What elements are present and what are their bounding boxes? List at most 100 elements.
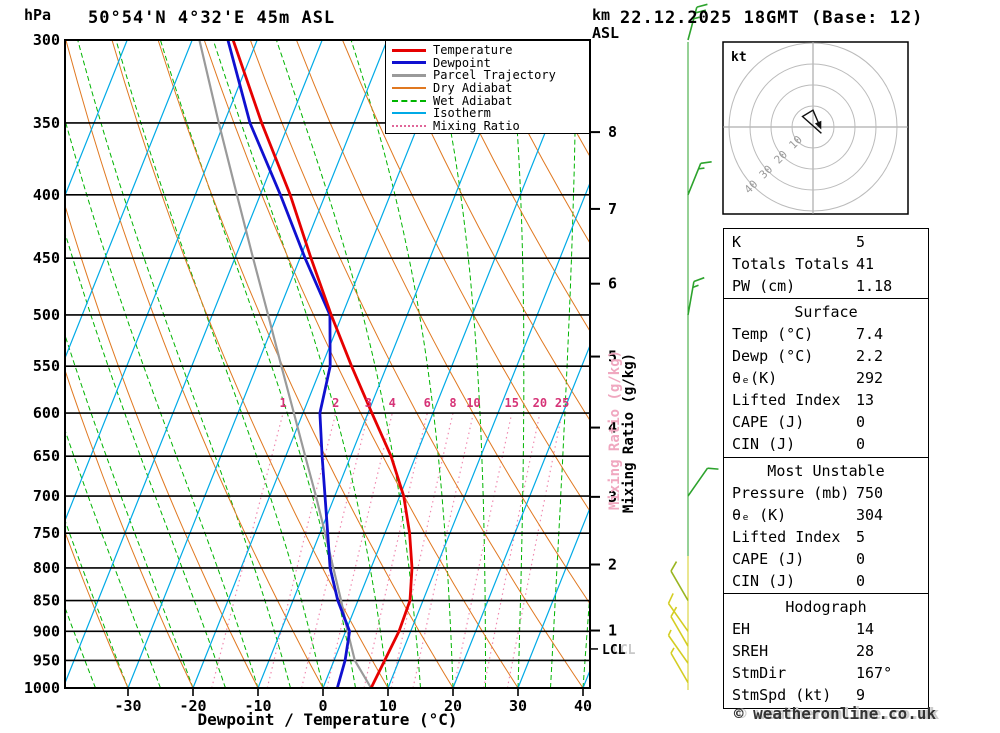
stat-label: Pressure (mb) [732, 483, 850, 502]
stat-row: CAPE (J) 0 [724, 548, 928, 570]
mixing-ratio-line [453, 412, 513, 688]
pressure-tick-label: 850 [33, 592, 60, 610]
wind-barb-tick [667, 593, 674, 604]
stat-value: 41 [856, 254, 875, 273]
stat-value: 7.4 [856, 325, 884, 343]
wind-barb-half-tick [692, 284, 699, 289]
stat-value: 2.2 [856, 347, 884, 365]
legend-swatch-solid [392, 73, 426, 77]
km-tick-label: 7 [608, 200, 617, 218]
stat-row: Dewp (°C) 2.2 [724, 345, 928, 367]
wind-barb-staff [670, 616, 689, 647]
stat-value: 292 [856, 369, 884, 387]
stat-row: Lifted Index 5 [724, 526, 928, 548]
mixing-ratio-value-label: 2 [332, 396, 339, 410]
pressure-tick-label: 500 [33, 306, 60, 324]
wind-barb [687, 3, 708, 41]
wind-barb-staff [687, 467, 709, 497]
legend-swatch-dotted [392, 124, 426, 127]
stat-value: 13 [856, 391, 875, 409]
pressure-tick-label: 700 [33, 487, 60, 505]
hodograph-ring [770, 84, 856, 170]
legend-label: Parcel Trajectory [433, 68, 556, 83]
hodograph-ring [749, 63, 877, 191]
isotherm-line [517, 506, 590, 688]
legend-label: Dry Adiabat [433, 81, 513, 96]
stats-section-most_unstable: Most Unstable Pressure (mb) 750 θₑ (K) 304 Li… [723, 456, 929, 595]
stats-section-title: Hodograph [785, 598, 867, 616]
mixing-ratio-value-label: 25 [555, 396, 569, 410]
stat-row: CIN (J) 0 [724, 433, 928, 455]
km-tick-label: 6 [608, 275, 617, 293]
wind-barb [687, 160, 712, 196]
stat-label: θₑ (K) [732, 505, 787, 524]
mixing-ratio-value-label: 10 [466, 396, 480, 410]
isotherm-line [65, 40, 128, 198]
pressure-axis-unit: hPa [24, 6, 52, 24]
dry-adiabat-line [157, 40, 454, 688]
dry-adiabat-line [65, 530, 129, 688]
dry-adiabat-line [434, 40, 590, 333]
stat-label: K [732, 232, 742, 251]
legend-label: Temperature [433, 43, 513, 58]
wind-barb-tick [707, 467, 719, 470]
legend-row: Dewpoint [392, 57, 589, 70]
legend-swatch-dashed [392, 99, 426, 102]
copyright-text: © weatheronline.co.uk [733, 704, 937, 723]
mixing-ratio-axis-label-pink: Mixing Ratio (g/kg) [607, 350, 623, 510]
dry-adiabat-line [480, 40, 590, 245]
plot-frame [64, 39, 591, 689]
stats-table: K 5 Totals Totals 41 PW (cm) 1.18 Surface Temp … [723, 227, 929, 709]
wind-barb [667, 593, 689, 632]
isotherm-line [387, 181, 590, 688]
temperature-curve [231, 40, 414, 688]
wind-barb-tick [670, 561, 678, 572]
wet-adiabat-line [350, 40, 454, 688]
pressure-tick-label: 800 [33, 559, 60, 577]
temp-tick-label: 10 [379, 697, 397, 715]
mixing-ratio-line [211, 412, 284, 688]
isotherm-line [452, 343, 590, 688]
pressure-tick-label: 1000 [24, 679, 60, 697]
valid-datetime: 22.12.2025 18GMT (Base: 12) [620, 8, 924, 28]
legend-row: Temperature [392, 44, 589, 57]
stat-label: CIN (J) [732, 435, 796, 453]
stat-label: Lifted Index [732, 391, 841, 409]
wet-adiabat-line [509, 40, 525, 688]
legend-row: Isotherm [392, 107, 589, 120]
isotherm-line [65, 40, 258, 523]
stat-value: 0 [856, 413, 866, 431]
stat-value: 304 [856, 505, 884, 524]
stat-label: PW (cm) [732, 276, 796, 295]
pressure-tick-label: 950 [33, 651, 60, 669]
stats-section-title: Surface [794, 303, 858, 321]
wind-barb [670, 561, 689, 601]
stat-row: CAPE (J) 0 [724, 411, 928, 433]
dry-adiabat-line [388, 40, 590, 422]
isotherm-line [192, 40, 453, 688]
hodograph-trace [801, 109, 822, 134]
stat-row: Temp (°C) 7.4 [724, 323, 928, 345]
stats-section-indices: K 5 Totals Totals 41 PW (cm) 1.18 [723, 227, 929, 300]
isotherm-line [65, 40, 193, 360]
wind-barb [670, 647, 689, 683]
pressure-tick-label: 400 [33, 186, 60, 204]
wind-barb-half-tick [667, 629, 672, 636]
hodograph-unit-label: kt [731, 50, 747, 65]
stat-label: CAPE (J) [732, 549, 805, 568]
pressure-tick-label: 900 [33, 622, 60, 640]
stat-label: θₑ(K) [732, 369, 778, 387]
height-axis-unit-asl: ASL [592, 24, 620, 42]
stat-label: Lifted Index [732, 527, 841, 546]
stat-value: 0 [856, 435, 866, 453]
lcl-label-shadow: LCL [612, 643, 636, 658]
dry-adiabat-line [342, 40, 590, 513]
wind-barb-half-tick [698, 167, 705, 170]
legend-row: Wet Adiabat [392, 94, 589, 107]
temp-tick-label: 40 [574, 697, 592, 715]
stat-value: 5 [856, 527, 866, 546]
temp-tick-label: -10 [244, 697, 271, 715]
